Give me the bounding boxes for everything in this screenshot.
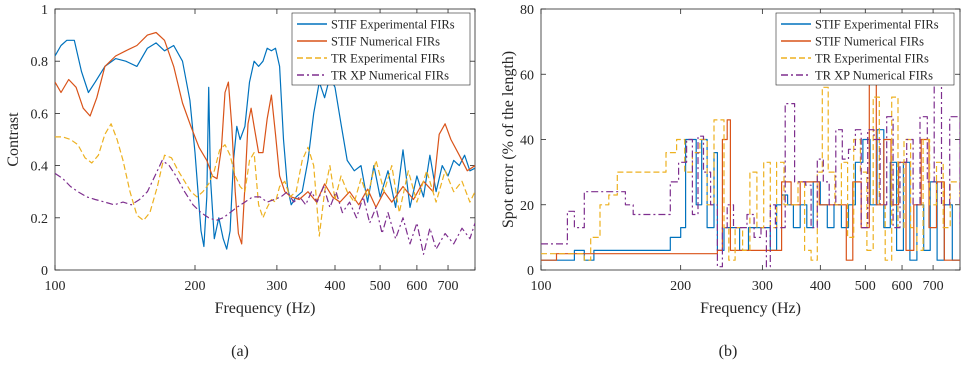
series-line-3 [55, 123, 475, 237]
x-tick-label: 200 [185, 279, 206, 294]
y-tick-label: 1 [41, 3, 48, 18]
x-tick-label: 400 [325, 279, 346, 294]
y-tick-label: 0.2 [31, 212, 49, 227]
series-line-1 [55, 39, 475, 250]
x-tick-label: 500 [855, 279, 876, 294]
series-line-2 [55, 31, 475, 245]
chart-a: 100 200 300 400 500 600 700 0 0.2 0.4 0.6 0.8 1 Frequ… [5, 3, 476, 360]
x-tick-label: 600 [892, 279, 913, 294]
y-tick-label: 60 [520, 68, 534, 83]
legend: STIF Experimental FIRs STIF Numerical FIR… [775, 12, 955, 86]
legend: STIF Experimental FIRs STIF Numerical FIR… [291, 12, 471, 86]
chart-b: 100 200 300 400 500 600 700 0 20 40 60 80 Frequency … [500, 3, 961, 360]
x-tick-label: 400 [810, 279, 831, 294]
x-tick-label: 100 [45, 279, 66, 294]
series-line-2 [541, 50, 960, 261]
y-tick-label: 80 [520, 3, 534, 18]
legend-entry: TR XP Numerical FIRs [331, 69, 449, 83]
y-tick-label: 0.8 [31, 55, 49, 70]
x-tick-label: 700 [923, 279, 944, 294]
legend-box [775, 12, 955, 86]
legend-entry: TR XP Numerical FIRs [815, 69, 933, 83]
y-tick-label: 0.6 [31, 107, 49, 122]
y-tick-label: 20 [520, 199, 534, 214]
series-line-4 [541, 50, 960, 268]
legend-entry: STIF Experimental FIRs [331, 18, 455, 32]
x-axis-label: Frequency (Hz) [215, 300, 316, 317]
x-tick-label: 600 [406, 279, 427, 294]
x-tick-label: 300 [266, 279, 287, 294]
series-line-4 [55, 159, 475, 255]
legend-box [291, 12, 471, 86]
series-layer [541, 50, 960, 268]
x-tick-label: 300 [752, 279, 773, 294]
y-axis-label: Contrast [5, 112, 22, 167]
x-tick-label: 700 [438, 279, 459, 294]
y-tick-label: 0 [527, 264, 534, 279]
legend-entry: STIF Numerical FIRs [331, 35, 440, 49]
legend-entry: STIF Numerical FIRs [815, 35, 924, 49]
series-layer [55, 31, 475, 255]
x-tick-label: 200 [670, 279, 691, 294]
y-tick-label: 40 [520, 134, 534, 149]
y-tick-label: 0.4 [31, 160, 49, 175]
x-tick-label: 100 [531, 279, 552, 294]
y-axis-label: Spot error (% of the length) [500, 51, 517, 228]
legend-entry: STIF Experimental FIRs [815, 18, 939, 32]
x-axis-label: Frequency (Hz) [700, 300, 801, 317]
y-tick-label: 0 [41, 264, 48, 279]
subfigure-caption: (b) [719, 343, 738, 360]
x-tick-label: 500 [370, 279, 391, 294]
subfigure-caption: (a) [231, 343, 249, 360]
legend-entry: TR Experimental FIRs [331, 52, 445, 66]
legend-entry: TR Experimental FIRs [815, 52, 929, 66]
